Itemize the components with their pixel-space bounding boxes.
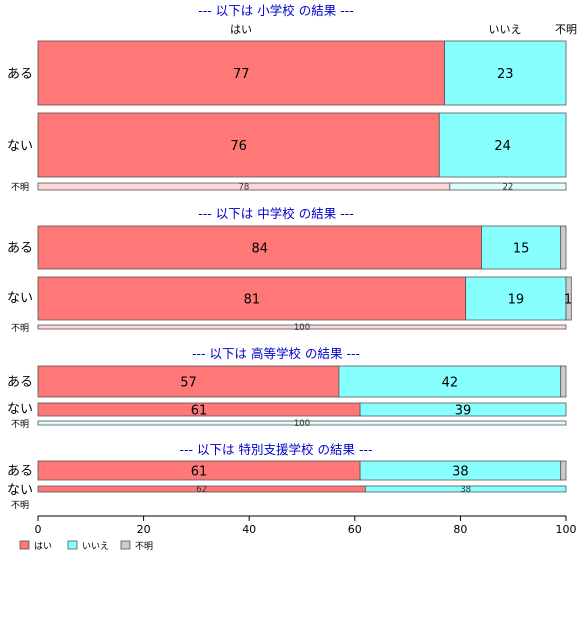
row-label-1-1: ない xyxy=(7,291,33,306)
row-label-2-0: ある xyxy=(7,375,33,390)
bar-1-0-いいえ xyxy=(481,225,562,270)
x-tick-label-80: 80 xyxy=(453,523,467,536)
value-label-1-0-0: 84 xyxy=(251,242,268,257)
row-label-0-2: 不明 xyxy=(11,182,29,193)
value-label-3-0-0: 61 xyxy=(191,465,208,480)
bar-1-1-はい xyxy=(37,276,467,321)
row-label-2-2: 不明 xyxy=(11,419,29,430)
value-label-2-2-1: 100 xyxy=(294,419,310,429)
value-label-1-1-0: 81 xyxy=(244,293,261,308)
value-label-0-2-0: 78 xyxy=(239,183,250,193)
value-label-2-0-1: 42 xyxy=(442,376,459,391)
value-label-1-2-0: 100 xyxy=(294,323,310,333)
value-label-2-1-1: 39 xyxy=(455,404,472,419)
panel-title-0: --- 以下は 小学校 の結果 --- xyxy=(198,3,353,18)
value-label-1-1-2: 1 xyxy=(564,293,572,308)
bar-1-0-不明 xyxy=(560,225,567,270)
x-tick-label-60: 60 xyxy=(348,523,362,536)
header-iie: いいえ xyxy=(489,23,522,36)
header-hai: はい xyxy=(230,23,252,36)
x-tick-label-0: 0 xyxy=(35,523,42,536)
value-label-0-1-0: 76 xyxy=(230,139,247,154)
value-label-3-0-1: 38 xyxy=(452,465,469,480)
value-label-3-1-1: 38 xyxy=(460,485,471,495)
x-tick-label-100: 100 xyxy=(556,523,577,536)
x-tick-label-40: 40 xyxy=(242,523,256,536)
value-label-3-1-0: 62 xyxy=(196,485,207,495)
bar-3-1-いいえ xyxy=(364,485,567,493)
bar-0-1-はい xyxy=(37,112,440,178)
bar-3-0-不明 xyxy=(560,460,567,481)
bar-0-0-はい xyxy=(37,40,445,106)
value-label-2-0-0: 57 xyxy=(180,376,197,391)
row-label-3-0: ある xyxy=(7,464,33,479)
legend-swatch-1 xyxy=(67,540,78,550)
bar-2-1-いいえ xyxy=(359,402,567,417)
value-label-1-1-1: 19 xyxy=(508,293,525,308)
bar-0-2-いいえ xyxy=(449,182,567,191)
value-label-0-0-0: 77 xyxy=(233,67,250,82)
row-label-3-2: 不明 xyxy=(11,500,29,511)
bar-1-2-はい xyxy=(37,324,567,330)
value-label-0-1-1: 24 xyxy=(494,139,511,154)
legend-swatch-2 xyxy=(120,540,131,550)
value-label-2-1-0: 61 xyxy=(191,404,208,419)
legend-label-0: はい xyxy=(34,541,52,552)
bar-1-1-不明 xyxy=(565,276,572,321)
value-label-0-0-1: 23 xyxy=(497,67,514,82)
row-label-1-2: 不明 xyxy=(11,323,29,334)
row-label-0-1: ない xyxy=(7,139,33,154)
header-fumei: 不明 xyxy=(555,23,577,36)
value-label-1-0-1: 15 xyxy=(513,242,530,257)
x-tick-label-20: 20 xyxy=(137,523,151,536)
value-label-0-2-1: 22 xyxy=(503,183,514,193)
bar-0-1-いいえ xyxy=(438,112,567,178)
panel-title-1: --- 以下は 中学校 の結果 --- xyxy=(198,206,353,221)
legend-label-1: いいえ xyxy=(82,541,109,552)
row-label-1-0: ある xyxy=(7,241,33,256)
legend-label-2: 不明 xyxy=(135,541,153,552)
row-label-2-1: ない xyxy=(7,402,33,417)
panel-title-2: --- 以下は 高等学校 の結果 --- xyxy=(192,346,360,361)
bar-1-0-はい xyxy=(37,225,482,270)
bar-0-0-いいえ xyxy=(444,40,567,106)
row-label-3-1: ない xyxy=(7,483,33,498)
bar-2-0-いいえ xyxy=(338,365,562,398)
row-label-0-0: ある xyxy=(7,67,33,82)
bar-2-0-不明 xyxy=(560,365,567,398)
legend-swatch-0 xyxy=(19,540,30,550)
bar-1-1-いいえ xyxy=(465,276,567,321)
bar-2-2-いいえ xyxy=(37,420,567,426)
panel-title-3: --- 以下は 特別支援学校 の結果 --- xyxy=(180,442,373,457)
